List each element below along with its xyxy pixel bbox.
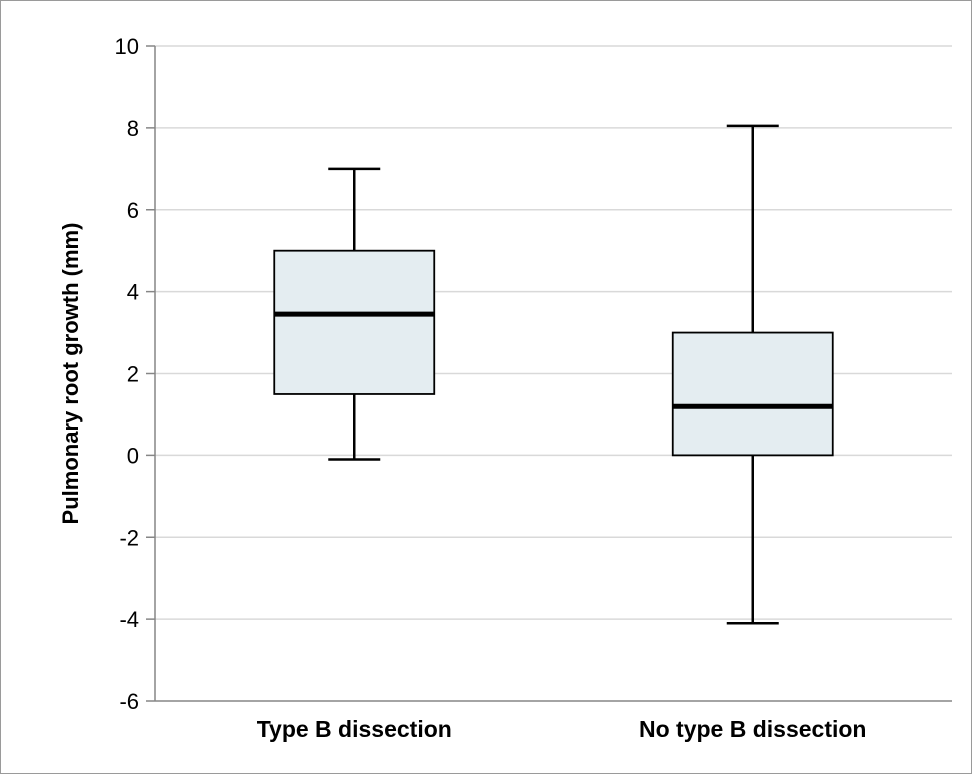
box-2 — [671, 124, 834, 625]
y-tick-label: 10 — [115, 34, 139, 59]
box-1 — [273, 167, 436, 461]
x-axis-labels: Type B dissection No type B dissection — [257, 716, 867, 742]
y-tick-label: 8 — [127, 116, 139, 141]
y-tick-label: 4 — [127, 280, 139, 305]
y-tick-label: -6 — [119, 689, 139, 714]
y-tick-label: 0 — [127, 443, 139, 468]
y-tick-label: -2 — [119, 525, 139, 550]
y-axis: -6 -4 -2 0 2 4 6 8 10 — [115, 34, 952, 714]
iqr-box — [671, 331, 834, 457]
x-category-label: Type B dissection — [257, 716, 452, 742]
y-tick-label: -4 — [119, 607, 139, 632]
y-axis-title: Pulmonary root growth (mm) — [58, 223, 83, 525]
y-tick-label: 2 — [127, 362, 139, 387]
box-series — [273, 124, 834, 625]
iqr-box — [273, 249, 436, 395]
x-category-label: No type B dissection — [639, 716, 866, 742]
y-tick-label: 6 — [127, 198, 139, 223]
